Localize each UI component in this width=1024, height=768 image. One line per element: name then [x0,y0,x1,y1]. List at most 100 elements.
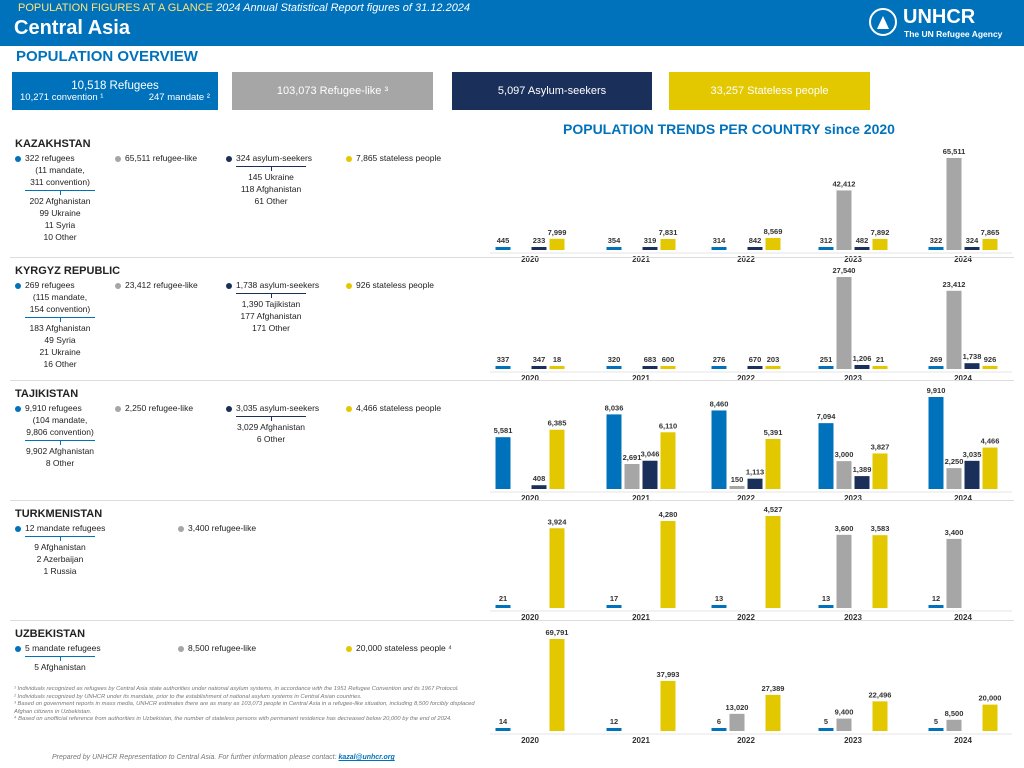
bar [836,534,852,608]
value-label: 13 [822,594,830,603]
value-label: 408 [533,474,546,483]
bar [711,605,727,608]
bar [495,728,511,731]
bar [642,366,658,369]
breakdown: 1,390 Tajikistan [241,299,301,309]
bracket-stem [60,536,61,541]
year-label: 2024 [954,255,972,264]
refugees-split: 10,271 convention ¹ 247 mandate ² [20,92,210,103]
convention: 10,271 convention ¹ [20,91,104,103]
breakdown: 202 Afghanistan [29,196,91,206]
group-label: 65,511 refugee-like [125,153,198,163]
bar [946,719,962,731]
breakdown: 21 Ukraine [39,347,81,357]
value-label: 203 [767,355,780,364]
year-label: 2020 [521,736,539,745]
bar [711,247,727,250]
breakdown: 9,902 Afghanistan [25,446,95,456]
value-label: 276 [713,355,726,364]
bar [836,190,852,250]
breakdown: 183 Afghanistan [29,323,91,333]
value-label: 5 [824,717,828,726]
group-label: 322 refugees [25,153,75,163]
value-label: 4,527 [764,505,783,514]
logo-text: UNHCR [903,6,976,28]
bar [818,423,834,489]
group-label: 1,738 asylum-seekers [236,280,320,290]
value-label: 314 [713,236,726,245]
bullet [115,406,121,412]
bar [982,238,998,250]
bar [872,535,888,608]
footer-text: Prepared by UNHCR Representation to Cent… [52,754,337,761]
country-name: KYRGYZ REPUBLIC [15,265,121,277]
value-label: 324 [966,236,979,245]
bar [495,605,511,608]
bar [549,429,565,489]
bar [660,239,676,250]
value-label: 23,412 [943,280,966,289]
group-label: 3,035 asylum-seekers [236,403,320,413]
value-label: 2,250 [945,457,964,466]
breakdown: 1 Russia [43,566,77,576]
logo-icon [869,8,897,36]
year-label: 2020 [521,494,539,503]
value-label: 69,791 [546,628,569,637]
bar [495,437,511,489]
bar [711,410,727,489]
group-label: 12 mandate refugees [25,523,106,533]
bullet [178,646,184,652]
value-label: 6,385 [548,419,567,428]
value-label: 150 [731,475,744,484]
bar [946,290,962,369]
group-label: 7,865 stateless people [356,153,442,163]
bullet [115,156,121,162]
footnote: ¹ Individuals recognized as refugees by … [14,686,459,692]
bar [854,247,870,250]
bar [660,366,676,369]
value-label: 13 [715,594,723,603]
asylum-box: 5,097 Asylum-seekers [452,72,652,110]
separator [10,380,1014,381]
bracket-stem [60,190,61,195]
group-label: 2,250 refugee-like [125,403,194,413]
group-label: 9,910 refugees [25,403,82,413]
bullet [178,526,184,532]
group-label: 9,806 convention) [26,427,94,437]
value-label: 320 [608,355,621,364]
stateless-total: 33,257 Stateless people [710,85,829,97]
value-label: 12 [932,594,940,603]
refugees-box: 10,518 Refugees 10,271 convention ¹ 247 m… [12,72,218,110]
bar [818,728,834,731]
breakdown: 99 Ukraine [39,208,81,218]
header-kicker-line: POPULATION FIGURES AT A GLANCE 2024 Annu… [18,2,470,14]
year-label: 2023 [844,255,862,264]
value-label: 4,280 [659,510,678,519]
bar [642,460,658,489]
value-label: 13,020 [726,703,749,712]
value-label: 8,460 [710,399,729,408]
value-label: 37,993 [657,670,680,679]
year-label: 2020 [521,374,539,383]
bracket-stem [271,166,272,171]
value-label: 354 [608,236,621,245]
bar [818,247,834,250]
mandate: 247 mandate ² [148,91,210,103]
year-label: 2022 [737,255,755,264]
bullet [15,406,21,412]
value-label: 7,094 [817,412,837,421]
bar [872,701,888,731]
breakdown: 49 Syria [44,335,76,345]
bar [765,237,781,250]
year-label: 2023 [844,736,862,745]
group-label: 3,400 refugee-like [188,523,257,533]
email-link[interactable]: kazal@unhcr.org [338,754,395,761]
year-label: 2021 [632,613,650,622]
breakdown: 16 Other [43,359,77,369]
value-label: 7,831 [659,228,678,237]
header-bar [0,0,1024,46]
value-label: 12 [610,717,618,726]
bullet [15,156,21,162]
group-label: 5 mandate refugees [25,643,101,653]
